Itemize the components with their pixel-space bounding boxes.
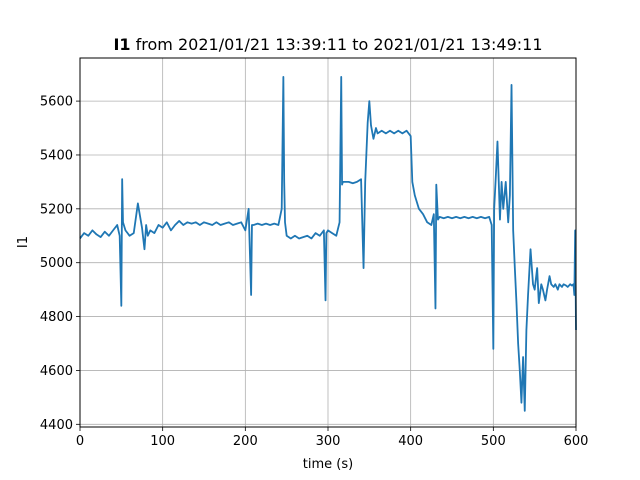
x-tick-label: 400 <box>398 434 423 449</box>
x-tick-label: 0 <box>76 434 84 449</box>
y-tick-label: 5600 <box>40 95 73 110</box>
x-tick-label: 100 <box>150 434 175 449</box>
series-line <box>79 75 577 412</box>
x-tick-label: 500 <box>481 434 506 449</box>
plot-area <box>79 75 577 412</box>
y-tick-label: 4400 <box>40 418 73 433</box>
axis-ticks: 0 100 200 300 400 500 600 4400 4600 4800 5000 5200 5… <box>40 95 589 449</box>
x-axis-label: time (s) <box>303 457 353 472</box>
chart-title-rest: from 2021/01/21 13:39:11 to 2021/01/21 1… <box>131 35 543 54</box>
y-axis-label: I1 <box>16 236 31 248</box>
y-tick-label: 4600 <box>40 364 73 379</box>
chart-title-bold: I1 <box>113 35 130 54</box>
x-tick-label: 300 <box>316 434 341 449</box>
y-tick-label: 5000 <box>40 256 73 271</box>
x-tick-label: 600 <box>564 434 589 449</box>
chart-title: I1 from 2021/01/21 13:39:11 to 2021/01/2… <box>113 35 542 54</box>
y-tick-label: 4800 <box>40 310 73 325</box>
y-tick-label: 5200 <box>40 202 73 217</box>
y-tick-label: 5400 <box>40 148 73 163</box>
x-tick-label: 200 <box>233 434 258 449</box>
